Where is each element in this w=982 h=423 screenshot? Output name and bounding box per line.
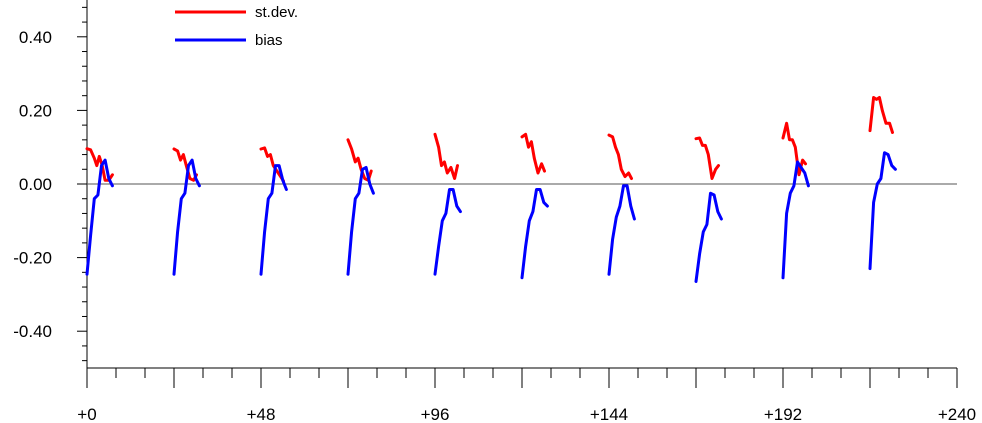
bias-line-segment <box>85 158 114 276</box>
bias-line-segment <box>259 164 288 276</box>
x-tick-label: +240 <box>938 405 976 423</box>
stdev-line-segment <box>868 96 894 134</box>
x-tick-label: +96 <box>421 405 450 423</box>
x-tick-label: +144 <box>590 405 628 423</box>
legend-label: bias <box>255 32 283 49</box>
y-tick-label: 0.00 <box>19 175 52 194</box>
stdev-line-segment <box>259 146 285 183</box>
bias-line-segment <box>607 184 636 276</box>
bias-line-segment <box>433 188 462 276</box>
bias-line-segment <box>346 165 375 276</box>
stdev-line-segment <box>694 136 720 180</box>
x-tick-label: +0 <box>77 405 96 423</box>
series-stdev <box>85 96 894 183</box>
y-tick-label: -0.40 <box>13 322 52 341</box>
bias-line-segment <box>520 188 549 280</box>
bias-line-segment <box>694 191 723 283</box>
series-bias <box>85 151 897 283</box>
axes: 0.40 0.20 0.00 -0.20 -0.40 +0 +48 +96 +144 +192 +2… <box>13 0 976 423</box>
y-tick-label: 0.20 <box>19 101 52 120</box>
stdev-line-segment <box>433 132 459 180</box>
x-tick-label: +192 <box>764 405 802 423</box>
y-tick-label: -0.20 <box>13 249 52 268</box>
x-tick-label: +48 <box>247 405 276 423</box>
series-layer <box>85 96 897 283</box>
legend: st.dev. bias <box>175 4 298 49</box>
bias-line-segment <box>172 158 201 276</box>
legend-label: st.dev. <box>255 4 298 21</box>
bias-line-segment <box>868 151 897 271</box>
stdev-line-segment <box>85 147 114 182</box>
stdev-line-segment <box>781 121 807 177</box>
y-tick-label: 0.40 <box>19 28 52 47</box>
stdev-line-segment <box>607 133 633 180</box>
bias-line-segment <box>781 160 810 280</box>
stdev-line-segment <box>520 132 546 175</box>
stdev-line-segment <box>172 147 198 182</box>
